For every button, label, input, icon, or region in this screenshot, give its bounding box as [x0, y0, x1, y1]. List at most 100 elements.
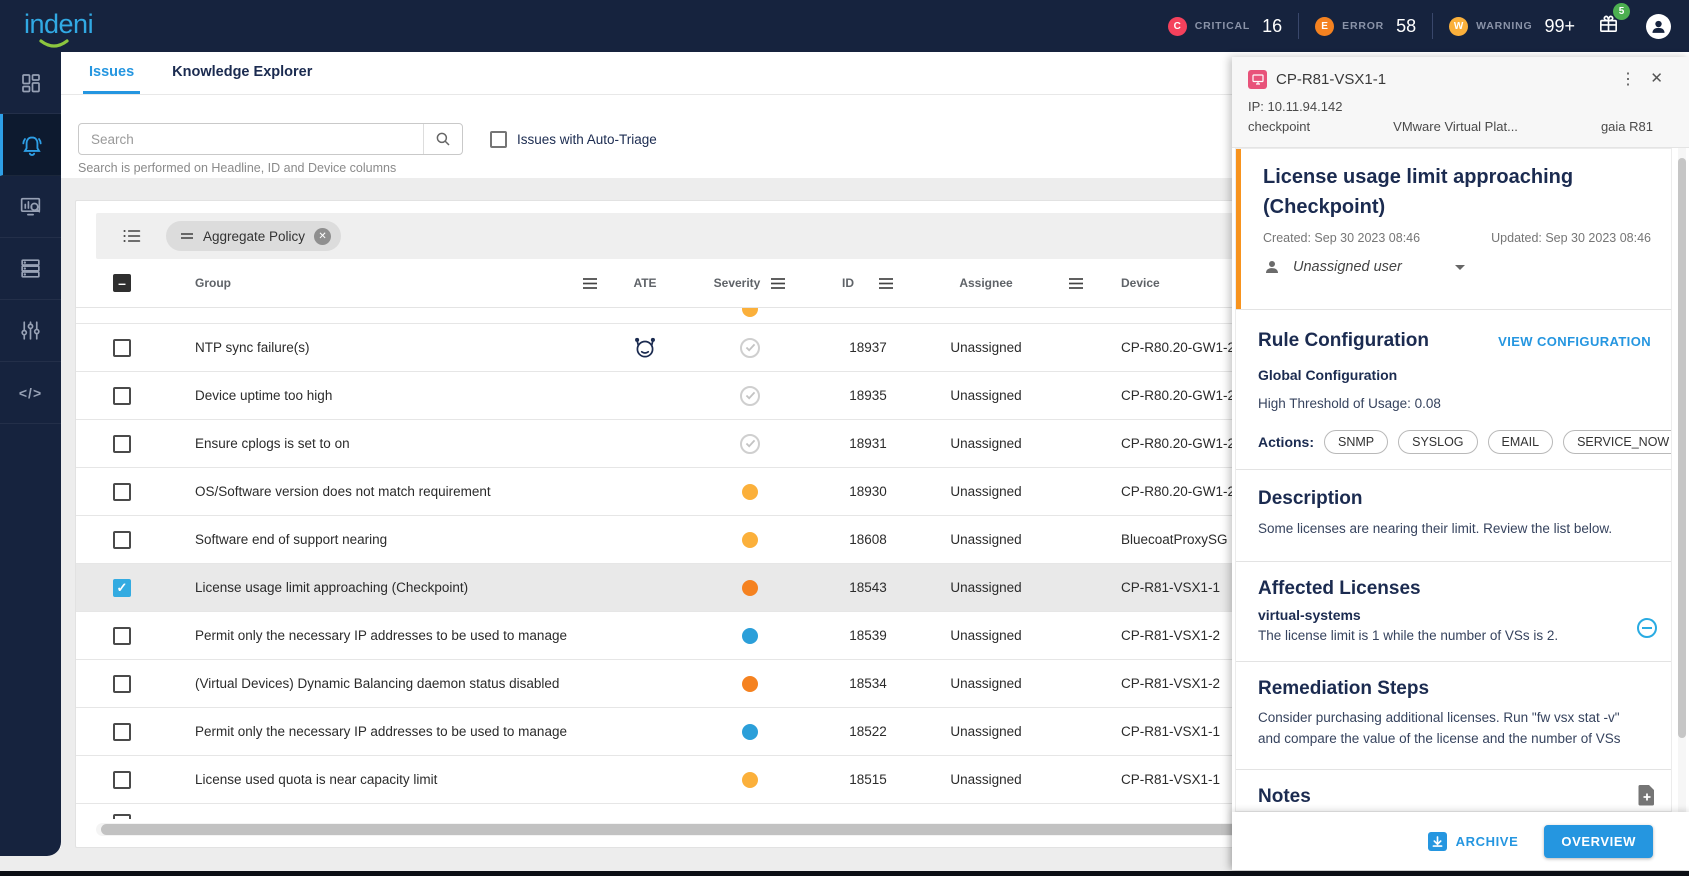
table-row[interactable]: (Virtual Devices) Dynamic Balancing daem…: [76, 660, 1661, 708]
table-row[interactable]: Ensure cplogs is set to on 18931 Unassign…: [76, 420, 1661, 468]
threshold-text: High Threshold of Usage: 0.08: [1258, 396, 1441, 411]
issue-assignee: Unassigned: [950, 340, 1022, 355]
filter-view-icon[interactable]: [122, 227, 142, 245]
severity-header-label: Severity: [713, 276, 761, 290]
row-checkbox[interactable]: [113, 482, 131, 501]
issue-detail-panel: CP-R81-VSX1-1 ⋮ ✕ IP: 10.11.94.142 check…: [1232, 57, 1689, 870]
tab-issues[interactable]: Issues: [83, 52, 141, 94]
issue-headline: NTP sync failure(s): [195, 340, 310, 355]
table-row[interactable]: Device uptime too high 18935 Unassigned CP…: [76, 372, 1661, 420]
table-row[interactable]: Permit only the necessary IP addresses t…: [76, 708, 1661, 756]
issue-device: CP-R80.20-GW1-2: [1121, 484, 1236, 499]
row-checkbox[interactable]: [113, 722, 131, 741]
table-row[interactable]: OS/Software version does not match requi…: [76, 468, 1661, 516]
assignee-dropdown[interactable]: Unassigned user: [1263, 258, 1651, 276]
sidebar-item-settings[interactable]: [0, 300, 61, 362]
person-icon: [1652, 20, 1665, 33]
select-all-checkbox[interactable]: –: [113, 274, 131, 292]
table-row[interactable]: Software end of support nearing 18608 Unas…: [76, 516, 1661, 564]
column-header-ate: ATE: [633, 276, 657, 290]
group-column-menu[interactable]: [570, 277, 610, 290]
gift-button[interactable]: 5: [1597, 3, 1630, 40]
sliders-icon: [21, 321, 40, 340]
horizontal-scrollbar-thumb[interactable]: [101, 824, 1651, 835]
status-warning[interactable]: W WARNING 99+: [1449, 16, 1575, 37]
user-avatar[interactable]: [1646, 13, 1671, 39]
row-checkbox[interactable]: [113, 338, 131, 357]
actions-label: Actions:: [1258, 434, 1314, 450]
severity-cell: [680, 579, 820, 596]
row-checkbox[interactable]: [113, 530, 131, 549]
severity-info-dot: [742, 627, 758, 644]
table-row[interactable]: Permit only the necessary IP addresses t…: [76, 612, 1661, 660]
description-text: Some licenses are nearing their limit. R…: [1258, 521, 1613, 536]
auto-triage-robot-icon: [635, 337, 655, 358]
close-icon[interactable]: ✕: [1650, 70, 1663, 87]
action-chip-syslog: SYSLOG: [1398, 430, 1478, 454]
issue-detail-card: License usage limit approaching (Checkpo…: [1235, 148, 1672, 812]
severity-info-dot: [742, 723, 758, 740]
collapse-icon[interactable]: [1637, 618, 1657, 638]
filter-chip-label: Aggregate Policy: [203, 228, 306, 244]
view-configuration-link[interactable]: VIEW CONFIGURATION: [1498, 333, 1651, 349]
notes-heading: Notes: [1258, 786, 1311, 807]
search-box: [78, 123, 463, 155]
row-checkbox[interactable]: [113, 626, 131, 645]
add-note-icon[interactable]: [1637, 784, 1657, 811]
issue-summary-section: License usage limit approaching (Checkpo…: [1236, 149, 1671, 309]
filter-chip-aggregate-policy[interactable]: Aggregate Policy ✕: [166, 221, 342, 251]
table-row-partial-bottom[interactable]: [76, 804, 1661, 819]
chevron-down-icon: [1455, 264, 1465, 270]
table-row[interactable]: NTP sync failure(s) 18937 Unassigned CP-R8…: [76, 324, 1661, 372]
row-checkbox[interactable]: ✓: [113, 578, 131, 597]
indeni-logo[interactable]: indeni: [24, 9, 94, 48]
archive-button[interactable]: ARCHIVE: [1427, 831, 1519, 851]
id-column-menu-icon[interactable]: [878, 277, 894, 290]
row-checkbox[interactable]: [113, 814, 131, 819]
row-checkbox[interactable]: [113, 674, 131, 693]
search-button[interactable]: [423, 124, 462, 154]
row-checkbox[interactable]: [113, 770, 131, 789]
table-header-row: – Group ATE Severity ID Assignee De: [76, 259, 1661, 308]
remediation-section: Remediation Steps Consider purchasing ad…: [1236, 661, 1671, 769]
column-header-id: ID: [820, 276, 916, 290]
column-header-group: Group: [195, 276, 231, 290]
panel-menu-icon[interactable]: ⋮: [1620, 71, 1636, 88]
auto-triage-checkbox[interactable]: [490, 131, 507, 148]
column-header-device: Device: [1121, 276, 1160, 290]
remove-filter-icon[interactable]: ✕: [314, 227, 332, 245]
tab-knowledge-explorer[interactable]: Knowledge Explorer: [172, 63, 313, 80]
status-error[interactable]: E ERROR 58: [1315, 16, 1416, 37]
issue-assignee: Unassigned: [950, 676, 1022, 691]
sidebar-item-dashboard[interactable]: [0, 52, 61, 114]
sidebar-item-analysis[interactable]: [0, 176, 61, 238]
action-chip-email: EMAIL: [1487, 430, 1554, 454]
row-checkbox[interactable]: [113, 434, 131, 453]
device-type-icon: [1248, 70, 1267, 89]
bell-icon: [22, 135, 42, 156]
gift-badge: 5: [1613, 3, 1630, 20]
search-input[interactable]: [79, 124, 423, 154]
sidebar-item-devices[interactable]: [0, 238, 61, 300]
table-row-partial-top[interactable]: [76, 308, 1661, 324]
assignee-column-menu[interactable]: [1056, 277, 1096, 290]
description-section: Description Some licenses are nearing th…: [1236, 469, 1671, 561]
panel-scrollbar: [1678, 148, 1686, 812]
table-row[interactable]: License used quota is near capacity limi…: [76, 756, 1661, 804]
row-checkbox[interactable]: [113, 386, 131, 405]
issue-created: Created: Sep 30 2023 08:46: [1263, 231, 1421, 245]
overview-button[interactable]: OVERVIEW: [1544, 824, 1653, 858]
severity-dot-partial: [742, 308, 758, 317]
critical-label: CRITICAL: [1194, 20, 1251, 32]
error-count: 58: [1396, 15, 1417, 36]
sidebar-item-automation[interactable]: </>: [0, 362, 61, 424]
sidebar-item-issues[interactable]: [0, 114, 61, 176]
status-critical[interactable]: C CRITICAL 16: [1167, 16, 1282, 37]
panel-action-bar: ARCHIVE OVERVIEW: [1232, 812, 1689, 870]
device-os: gaia R81: [1600, 119, 1653, 134]
panel-scrollbar-thumb[interactable]: [1678, 158, 1686, 738]
severity-column-menu-icon[interactable]: [770, 277, 786, 290]
auto-triage-filter[interactable]: Issues with Auto-Triage: [490, 131, 657, 148]
issue-headline: Permit only the necessary IP addresses t…: [195, 724, 570, 739]
severity-warning-dot: [742, 531, 758, 548]
